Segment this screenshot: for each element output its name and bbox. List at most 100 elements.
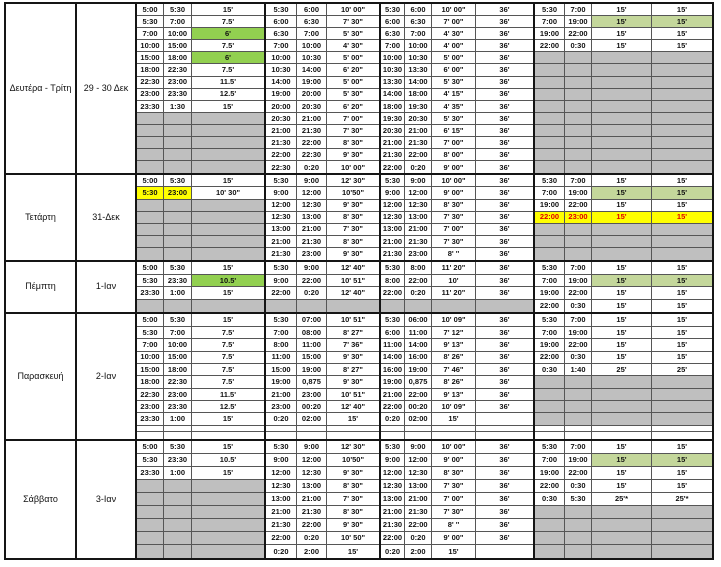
spacer-cell [565, 432, 592, 439]
date-label: 31-Δεκ [77, 175, 137, 260]
time-end-cell: 13:00 [405, 479, 432, 493]
schedule-group: 5:30 7:00 15' 15' 7:00 19:00 15' 15' 19:00 22:00 1… [533, 440, 712, 558]
headway-cell: 36' [476, 211, 533, 224]
headway-cell: 36' [476, 440, 533, 454]
time-start-cell: 0:20 [381, 413, 405, 426]
schedule-row: 21:30 22:00 8' 30" [266, 137, 379, 150]
time-start-cell: 19:00 [535, 339, 565, 352]
time-start-cell: 8:00 [381, 274, 405, 288]
spacer-row [381, 425, 533, 433]
time-start-cell: 14:00 [381, 351, 405, 364]
empty-cell [432, 299, 476, 313]
empty-row [137, 223, 264, 236]
time-end-cell: 21:00 [405, 124, 432, 138]
time-end-cell: 00:20 [405, 401, 432, 414]
schedule-row: 22:00 0:30 15' 15' [535, 479, 712, 493]
time-end-cell: 22:30 [164, 64, 192, 77]
empty-cell [137, 544, 164, 558]
time-end-cell: 23:30 [164, 274, 192, 288]
headway-cell: 5' 30" [432, 76, 476, 89]
time-start-cell: 12:30 [381, 211, 405, 224]
schedule-row: 23:30 1:00 15' [137, 466, 264, 480]
schedule-row: 12:30 13:00 8' 30" [266, 211, 379, 224]
empty-cell [652, 518, 712, 532]
schedule-row: 23:00 23:30 12.5' [137, 401, 264, 414]
time-end-cell: 22:30 [297, 149, 327, 162]
time-end-cell: 0:20 [405, 161, 432, 174]
schedule-row: 22:00 0:30 15' 15' [535, 40, 712, 53]
empty-cell [137, 505, 164, 519]
time-start-cell: 20:00 [266, 100, 297, 113]
time-end-cell: 14:00 [405, 339, 432, 352]
schedule-row: 14:00 18:00 4' 15" 36' [381, 88, 533, 101]
headway-cell: 15' [652, 28, 712, 41]
time-start-cell: 5:30 [381, 175, 405, 188]
schedule-row: 12:00 12:30 9' 30" [266, 466, 379, 480]
headway-cell: 15' [592, 40, 652, 53]
empty-cell [592, 531, 652, 545]
headway-cell: 36' [476, 4, 533, 17]
time-end-cell: 2:00 [297, 544, 327, 558]
schedule-row: 18:00 22:30 7.5' [137, 376, 264, 389]
schedule-row: 0:30 1:40 25' 25' [535, 363, 712, 377]
headway-cell: 15' [592, 440, 652, 454]
time-start-cell: 7:00 [535, 326, 565, 340]
empty-cell [592, 137, 652, 150]
schedule-row: 6:30 7:00 4' 30" 36' [381, 28, 533, 41]
time-start-cell: 12:30 [266, 479, 297, 493]
schedule-row: 23:00 23:30 12.5' [137, 88, 264, 101]
headway-cell: 15' [192, 440, 264, 454]
empty-cell [535, 88, 565, 101]
time-end-cell: 12:00 [405, 453, 432, 467]
headway-cell: 11.5' [192, 388, 264, 402]
time-start-cell: 21:00 [266, 235, 297, 248]
time-start-cell: 22:00 [381, 161, 405, 174]
headway-cell: 9' 30" [327, 518, 379, 532]
headway-cell: 5' 30" [432, 112, 476, 125]
time-start-cell: 6:30 [381, 28, 405, 41]
headway-cell: 8' 26" [432, 376, 476, 389]
headway-cell: 36' [476, 137, 533, 150]
empty-cell [535, 413, 565, 426]
time-end-cell: 9:00 [297, 175, 327, 188]
time-start-cell: 21:00 [266, 124, 297, 138]
schedule-row: 5:30 7:00 15' 15' [535, 175, 712, 188]
empty-cell [652, 64, 712, 77]
headway-cell: 8' 30" [432, 199, 476, 212]
schedule-row: 19:00 22:00 15' 15' [535, 339, 712, 352]
empty-cell [652, 161, 712, 174]
headway-cell: 15' [192, 287, 264, 300]
time-end-cell: 13:00 [297, 211, 327, 224]
empty-cell [266, 299, 297, 313]
spacer-cell [381, 425, 405, 433]
empty-row [535, 544, 712, 558]
schedule-block: Τετάρτη 31-Δεκ 5:00 5:30 15' 5:30 23:00 10' 30"… [6, 175, 712, 262]
empty-cell [592, 388, 652, 402]
empty-cell [592, 235, 652, 248]
headway-cell: 36' [476, 479, 533, 493]
schedule-row: 6:00 6:30 7' 00" 36' [381, 16, 533, 29]
time-end-cell: 22:00 [565, 28, 592, 41]
schedule-group: 5:30 06:00 10' 09" 36' 6:00 11:00 7' 12" 36' 11:… [379, 314, 533, 439]
time-start-cell: 13:00 [266, 492, 297, 506]
time-end-cell: 19:30 [405, 100, 432, 113]
schedule-row: 5:00 5:30 15' [137, 314, 264, 327]
headway-cell: 8' 00" [432, 149, 476, 162]
schedule-row: 5:30 7:00 15' 15' [535, 314, 712, 327]
time-start-cell: 21:00 [381, 235, 405, 248]
empty-cell [652, 235, 712, 248]
empty-cell [164, 544, 192, 558]
headway-cell: 36' [476, 401, 533, 414]
time-end-cell: 6:00 [405, 4, 432, 17]
time-end-cell: 9:00 [405, 175, 432, 188]
schedule-row: 5:30 23:00 10' 30" [137, 187, 264, 200]
empty-cell [592, 413, 652, 426]
headway-cell: 10' 00" [327, 4, 379, 17]
schedule-block: Δευτέρα - Τρίτη 29 - 30 Δεκ 5:00 5:30 15' 5:3… [6, 4, 712, 176]
headway-cell: 36' [476, 40, 533, 53]
time-end-cell: 21:30 [405, 137, 432, 150]
schedule-row: 14:00 19:00 5' 00" [266, 76, 379, 89]
headway-cell: 10'50" [327, 453, 379, 467]
time-end-cell: 22:00 [405, 149, 432, 162]
headway-cell: 15' [592, 28, 652, 41]
